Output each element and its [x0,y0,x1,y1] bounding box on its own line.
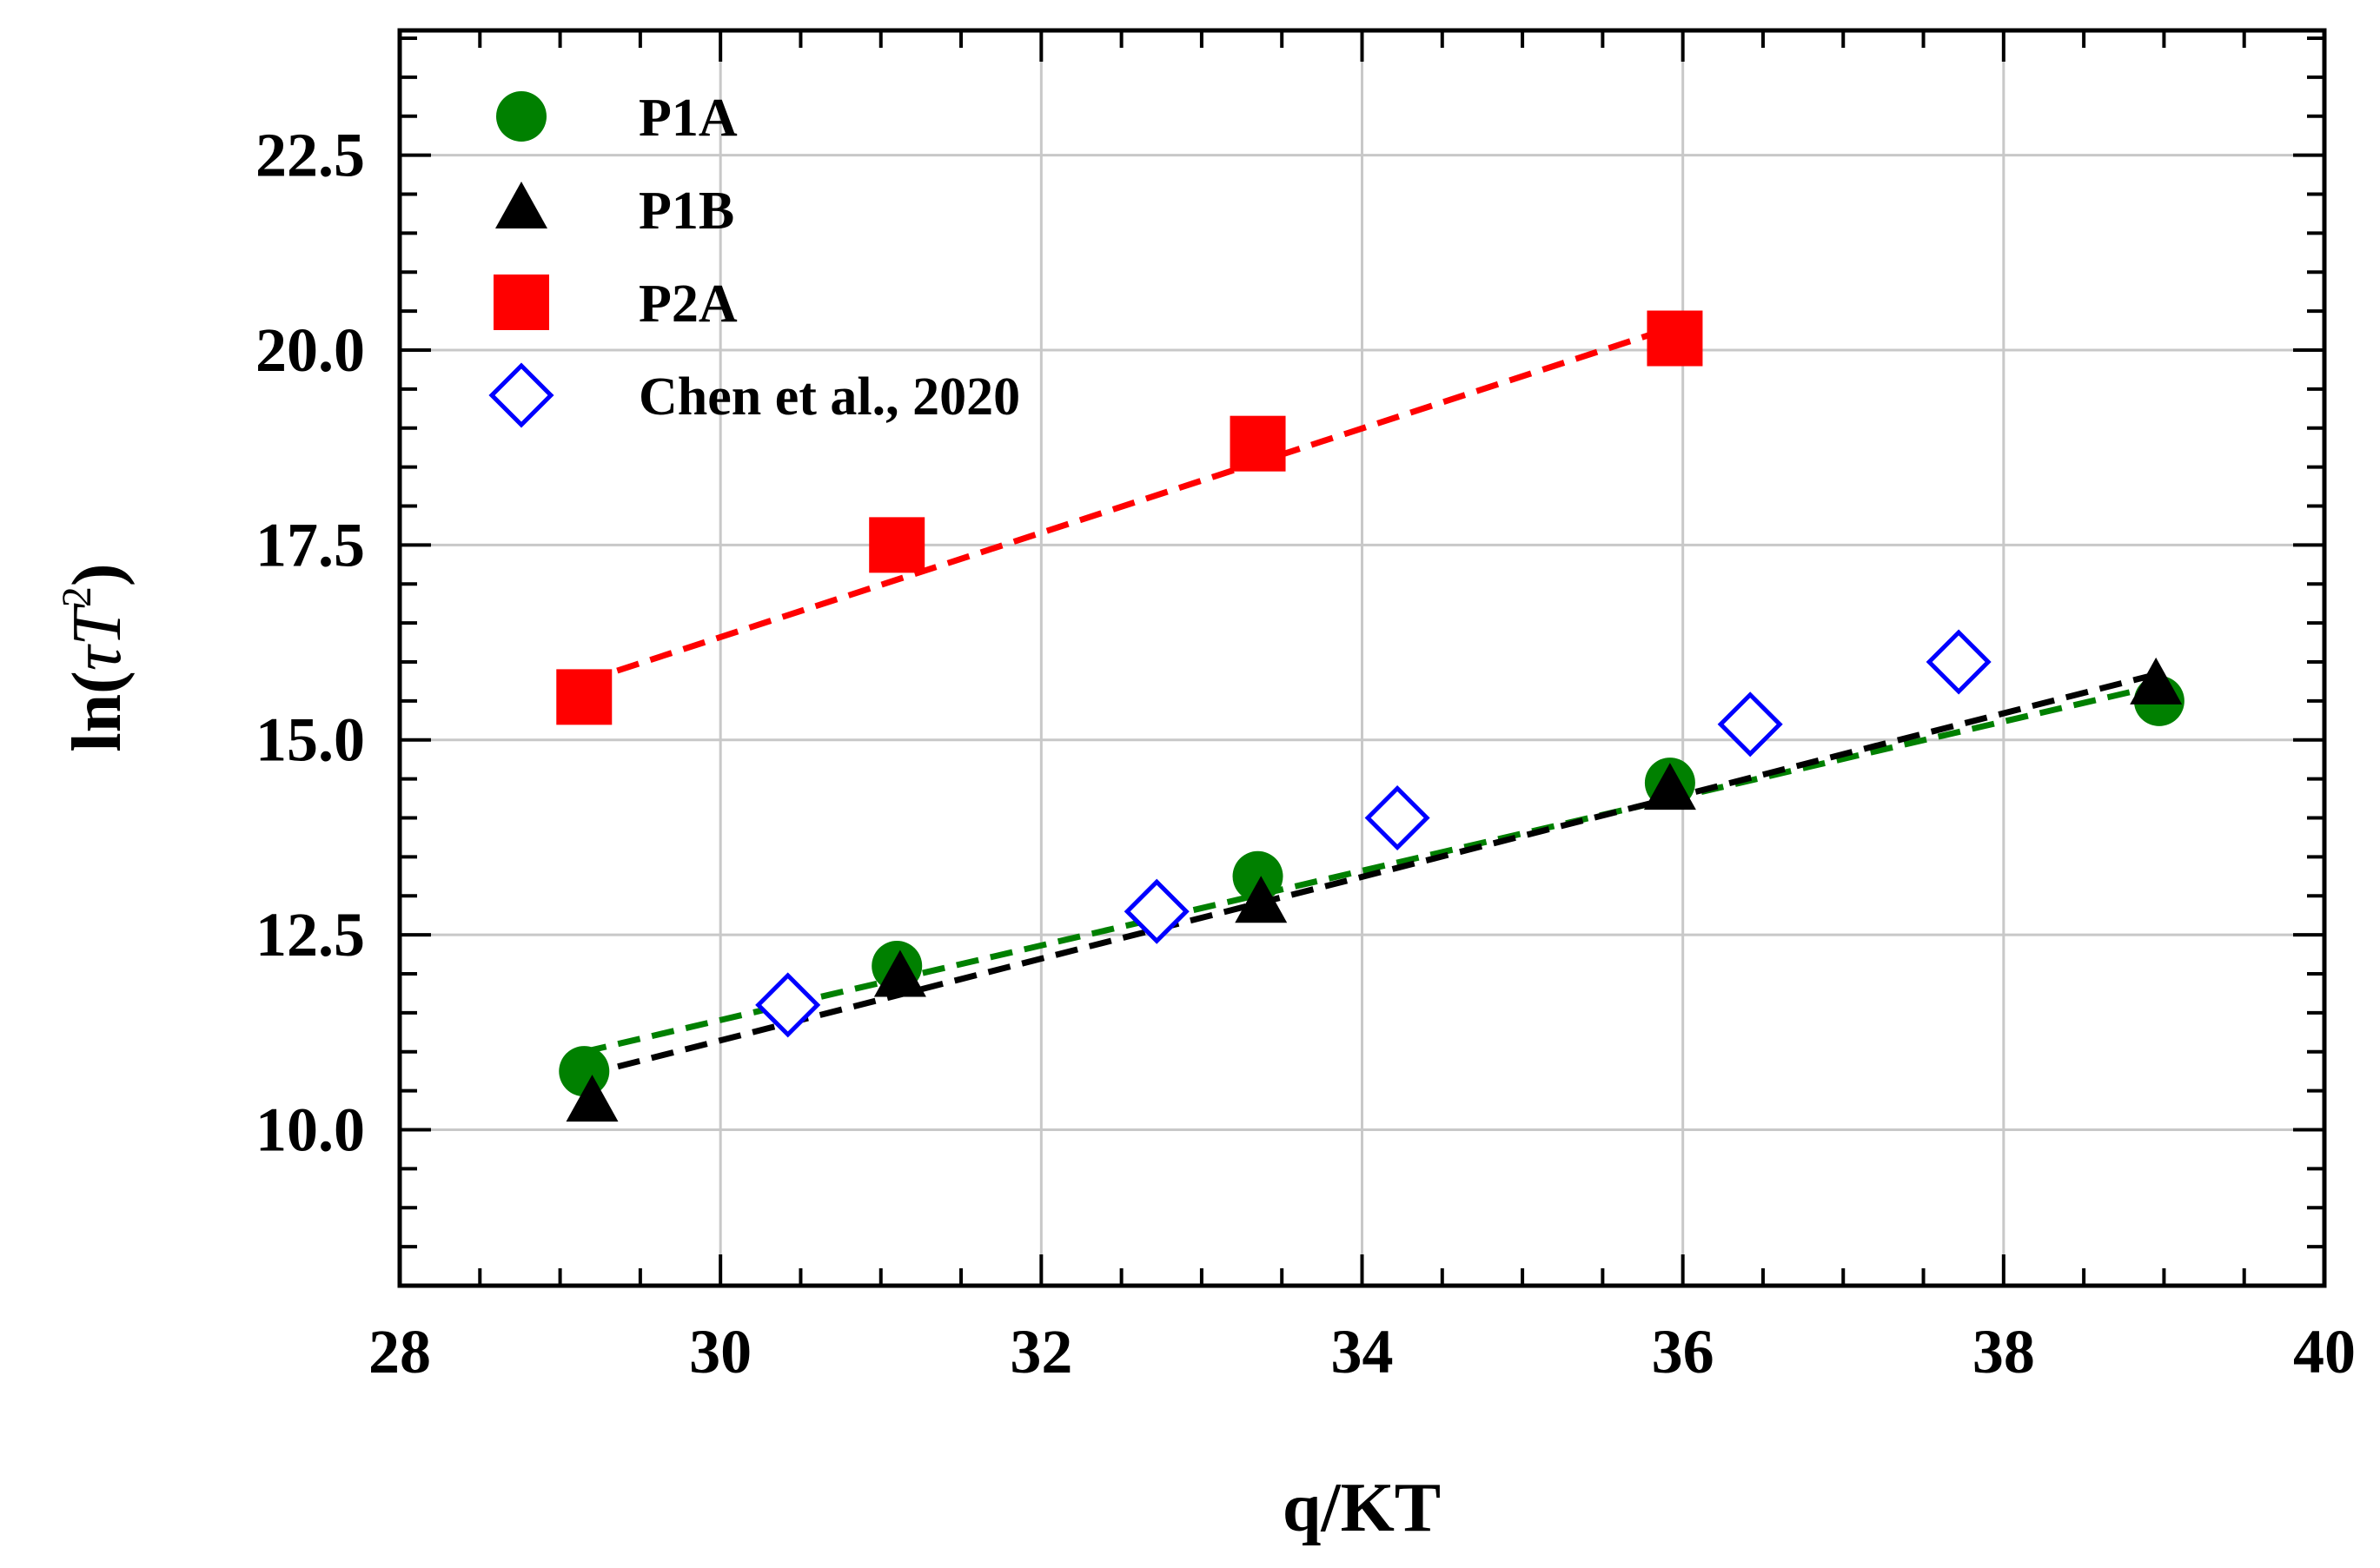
legend-label: P2A [639,275,738,334]
legend-item-chen: Chen et al., 2020 [488,362,1020,428]
x-tick-label: 34 [1331,1317,1394,1386]
point-chen [1717,691,1783,758]
legend-marker-p1b [495,182,547,228]
point-chen [1926,629,1992,695]
legend-item-p1b: P1B [495,182,734,241]
point-p2a [1647,310,1703,367]
grid [400,30,2324,1286]
x-axis-title: q/KT [1283,1470,1441,1546]
legend-label: P1B [639,182,734,241]
fit-line-p1b [583,671,2160,1079]
point-p1a [559,1046,610,1097]
point-p1b [1235,876,1288,923]
legend-marker-p2a [494,275,549,330]
y-axis-title: ln(τT2) [54,563,136,751]
legend-label: Chen et al., 2020 [639,367,1020,427]
y-axis-title-superscript: 2 [54,586,100,607]
point-chen [755,972,821,1038]
point-p1b [873,949,926,997]
legend-marker-chen [488,362,554,428]
point-p1b [2130,657,2183,705]
y-tick-label: 12.5 [255,900,365,969]
x-tick-label: 36 [1652,1317,1714,1386]
y-tick-label: 20.0 [255,315,365,385]
point-chen [1364,784,1430,851]
legend-label: P1A [639,89,738,148]
y-tick-label: 17.5 [255,510,365,579]
y-tick-label: 10.0 [255,1095,365,1164]
x-tick-label: 32 [1010,1317,1072,1386]
point-p2a [869,517,925,573]
x-tick-label: 28 [368,1317,431,1386]
tick-labels: 28 30 32 34 36 38 40 10.0 12.5 15.0 17.5 20.0 22.5 [255,121,2356,1386]
y-tick-label: 22.5 [255,121,365,190]
point-p1b [566,1075,619,1122]
legend: P1A P1B P2A Chen et al., 2020 [488,89,1020,428]
fit-lines [583,323,2160,1079]
x-tick-label: 40 [2293,1317,2356,1386]
axis-ticks [398,30,2326,1287]
x-tick-label: 38 [1972,1317,2035,1386]
fit-line-p1a [583,682,2160,1055]
legend-item-p1a: P1A [496,89,738,148]
data-markers [556,310,2184,1122]
y-axis-title-suffix: ) [59,563,136,586]
fit-line-p2a [583,323,1676,685]
x-tick-label: 30 [689,1317,752,1386]
point-p1b [1643,763,1696,810]
y-tick-label: 15.0 [255,705,365,775]
point-p1a [1232,850,1283,902]
y-axis-title-symbol: τT [59,603,136,672]
legend-item-p2a: P2A [494,275,738,334]
point-p2a [1230,415,1286,472]
point-p2a [556,669,613,725]
point-chen [1124,878,1190,944]
legend-marker-p1a [496,91,547,142]
y-axis-title-prefix: ln( [59,671,136,751]
